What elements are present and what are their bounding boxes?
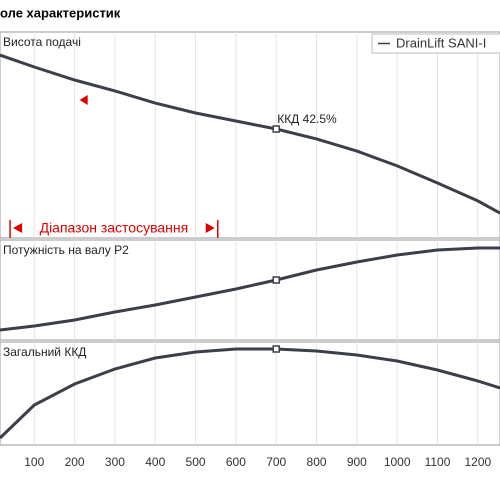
x-tick-label: 800 xyxy=(307,455,327,469)
x-tick-label: 1000 xyxy=(384,455,411,469)
x-tick-label: 1200 xyxy=(464,455,491,469)
range-label: Діапазон застосування xyxy=(40,220,189,236)
x-tick-label: 900 xyxy=(347,455,367,469)
curve xyxy=(0,53,500,215)
annotation: ККД 42.5% xyxy=(277,112,337,126)
panel xyxy=(0,31,500,239)
limit-marker xyxy=(79,95,88,105)
x-tick-label: 600 xyxy=(226,455,246,469)
legend-label: DrainLift SANI-I xyxy=(396,35,486,50)
panel xyxy=(0,341,500,446)
panel-label: Потужність на валу P2 xyxy=(3,243,129,257)
chart-title: оле характеристик xyxy=(0,5,121,20)
operating-point xyxy=(272,345,280,353)
panel-label: Загальний ККД xyxy=(3,345,86,359)
operating-point xyxy=(272,125,280,133)
x-tick-label: 300 xyxy=(105,455,125,469)
curve xyxy=(0,246,500,332)
range-arrow xyxy=(205,223,215,233)
panel-label: Висота подачі xyxy=(3,35,81,49)
x-tick-label: 500 xyxy=(186,455,206,469)
panel xyxy=(0,239,500,341)
legend-box xyxy=(371,33,500,54)
curve xyxy=(0,347,500,440)
x-tick-label: 100 xyxy=(24,455,44,469)
x-tick-label: 1100 xyxy=(425,455,451,469)
x-tick-label: 700 xyxy=(266,455,286,469)
range-arrow xyxy=(13,223,23,233)
operating-point xyxy=(272,276,280,284)
x-tick-label: 200 xyxy=(65,455,85,469)
x-tick-label: 400 xyxy=(145,455,165,469)
